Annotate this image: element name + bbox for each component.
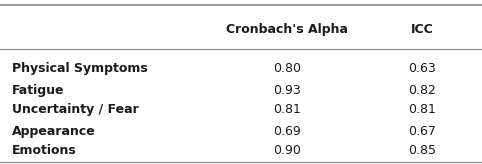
Text: 0.67: 0.67 — [408, 125, 436, 138]
Text: Uncertainty / Fear: Uncertainty / Fear — [12, 103, 139, 116]
Text: Cronbach's Alpha: Cronbach's Alpha — [226, 23, 348, 36]
Text: 0.90: 0.90 — [273, 144, 301, 157]
Text: 0.82: 0.82 — [408, 84, 436, 97]
Text: 0.85: 0.85 — [408, 144, 436, 157]
Text: ICC: ICC — [410, 23, 433, 36]
Text: Fatigue: Fatigue — [12, 84, 65, 97]
Text: Physical Symptoms: Physical Symptoms — [12, 62, 148, 75]
Text: 0.81: 0.81 — [273, 103, 301, 116]
Text: 0.93: 0.93 — [273, 84, 301, 97]
Text: 0.81: 0.81 — [408, 103, 436, 116]
Text: 0.80: 0.80 — [273, 62, 301, 75]
Text: Emotions: Emotions — [12, 144, 77, 157]
Text: 0.69: 0.69 — [273, 125, 301, 138]
Text: Appearance: Appearance — [12, 125, 96, 138]
Text: 0.63: 0.63 — [408, 62, 436, 75]
